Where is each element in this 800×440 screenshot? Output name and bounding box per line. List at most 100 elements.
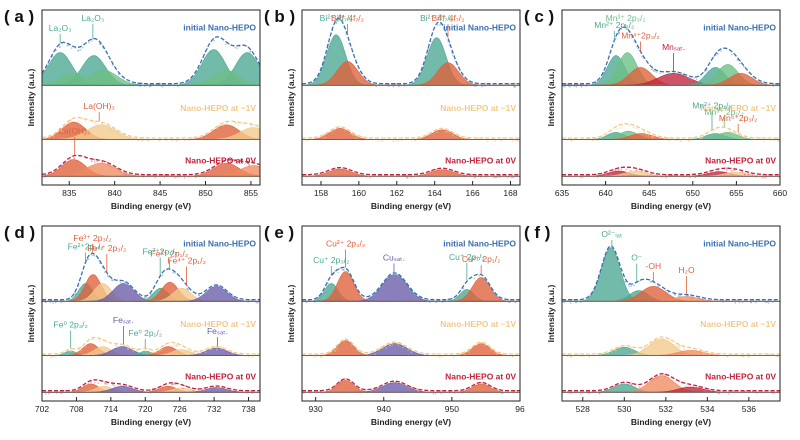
data-point [682, 348, 685, 350]
data-point [566, 83, 568, 85]
peak-annotation: Fe⁴⁺ 2p₃/₂ [87, 243, 126, 253]
peak-annotation: Cu²⁺ 2p₁/₂ [462, 254, 501, 264]
data-point [641, 348, 643, 351]
data-point [650, 343, 653, 346]
data-point [643, 347, 646, 349]
x-tick-label: 528 [576, 404, 590, 414]
data-point [165, 139, 167, 142]
x-tick-label: 835 [62, 188, 76, 198]
x-tick-label: 164 [428, 188, 442, 198]
envelope-fit [562, 336, 780, 355]
x-tick-label: 162 [390, 188, 404, 198]
data-point [96, 160, 99, 163]
data-point [400, 383, 403, 386]
data-point [101, 122, 103, 125]
data-point [609, 172, 612, 175]
data-point [175, 140, 177, 142]
x-tick-label: 714 [104, 404, 118, 414]
data-point [435, 301, 437, 304]
data-point [227, 291, 229, 294]
plot-area [42, 36, 260, 179]
data-point [578, 353, 580, 355]
data-point [364, 298, 366, 300]
data-point [668, 72, 670, 75]
y-axis-label: Intensity (a.u.) [286, 69, 296, 127]
data-point [694, 176, 697, 179]
trace-2 [302, 126, 520, 143]
trace-label-3: Nano-HEPO at 0V [705, 372, 776, 382]
data-point [104, 383, 107, 385]
data-point [127, 174, 130, 176]
data-point [663, 373, 666, 376]
envelope-fit [302, 338, 520, 355]
data-point [581, 355, 584, 358]
data-point [183, 177, 186, 179]
data-point [197, 351, 199, 354]
data-point [467, 390, 470, 392]
data-point [605, 174, 608, 176]
data-point [513, 85, 516, 88]
data-point [130, 288, 133, 291]
data-point [484, 82, 487, 85]
data-point [596, 173, 599, 175]
data-point [123, 281, 126, 284]
data-point [467, 81, 470, 84]
data-point [209, 288, 211, 291]
data-point [412, 82, 414, 84]
data-point [692, 136, 694, 139]
data-point [416, 388, 419, 391]
x-tick-label: 655 [729, 188, 743, 198]
data-point [61, 164, 63, 167]
data-point [392, 140, 395, 142]
data-point [106, 274, 109, 277]
data-point [601, 173, 604, 175]
data-point [249, 390, 251, 392]
data-point [364, 80, 367, 82]
peak-annotation: La₂O₃ [49, 23, 72, 33]
data-point [614, 169, 617, 172]
data-point [667, 376, 670, 379]
data-point [401, 280, 404, 282]
plot-frame [561, 9, 781, 186]
x-tick-label: 650 [686, 188, 700, 198]
data-point [91, 40, 93, 42]
data-point [324, 173, 327, 175]
data-point [406, 176, 409, 179]
envelope-fit [302, 17, 520, 85]
data-point [603, 71, 605, 74]
trace-1 [42, 36, 260, 88]
data-point [213, 128, 216, 130]
data-point [111, 279, 113, 281]
peak-annotation: Fe²⁺2p₁/₂ [143, 246, 178, 256]
data-point [129, 83, 131, 85]
panel-5: initial Nano-HEPO Nano-HEPO at −1V Nano-HE… [264, 223, 525, 427]
panel-6: initial Nano-HEPO Nano-HEPO at −1V Nano-HE… [524, 223, 781, 427]
data-point [343, 380, 345, 382]
data-point [486, 140, 489, 142]
data-point [87, 383, 89, 385]
data-point [337, 20, 340, 22]
data-point [385, 346, 388, 349]
data-point [741, 301, 744, 304]
peak-annotation: Fe³⁺ 2p₃/₂ [73, 233, 111, 243]
data-point [633, 284, 635, 287]
peak-annotation: Mn³⁺ 2p₃/₂ [606, 13, 646, 23]
data-point [234, 122, 237, 125]
data-point [81, 46, 84, 49]
data-point [176, 176, 179, 178]
data-point [187, 286, 190, 288]
peak-annotation: Mnₛₐₜ. [662, 42, 685, 52]
data-point [129, 137, 132, 140]
data-point [452, 355, 455, 358]
data-point [702, 173, 705, 175]
data-point [323, 133, 326, 136]
x-tick-label: 950 [445, 404, 459, 414]
data-point [427, 48, 430, 50]
peak-annotation: O⁻ [631, 253, 643, 263]
data-point [773, 392, 775, 394]
data-point [464, 389, 467, 391]
data-point [394, 82, 397, 85]
data-point [442, 169, 445, 172]
data-point [226, 123, 229, 126]
trace-label-2: Nano-HEPO at −1V [440, 103, 516, 113]
